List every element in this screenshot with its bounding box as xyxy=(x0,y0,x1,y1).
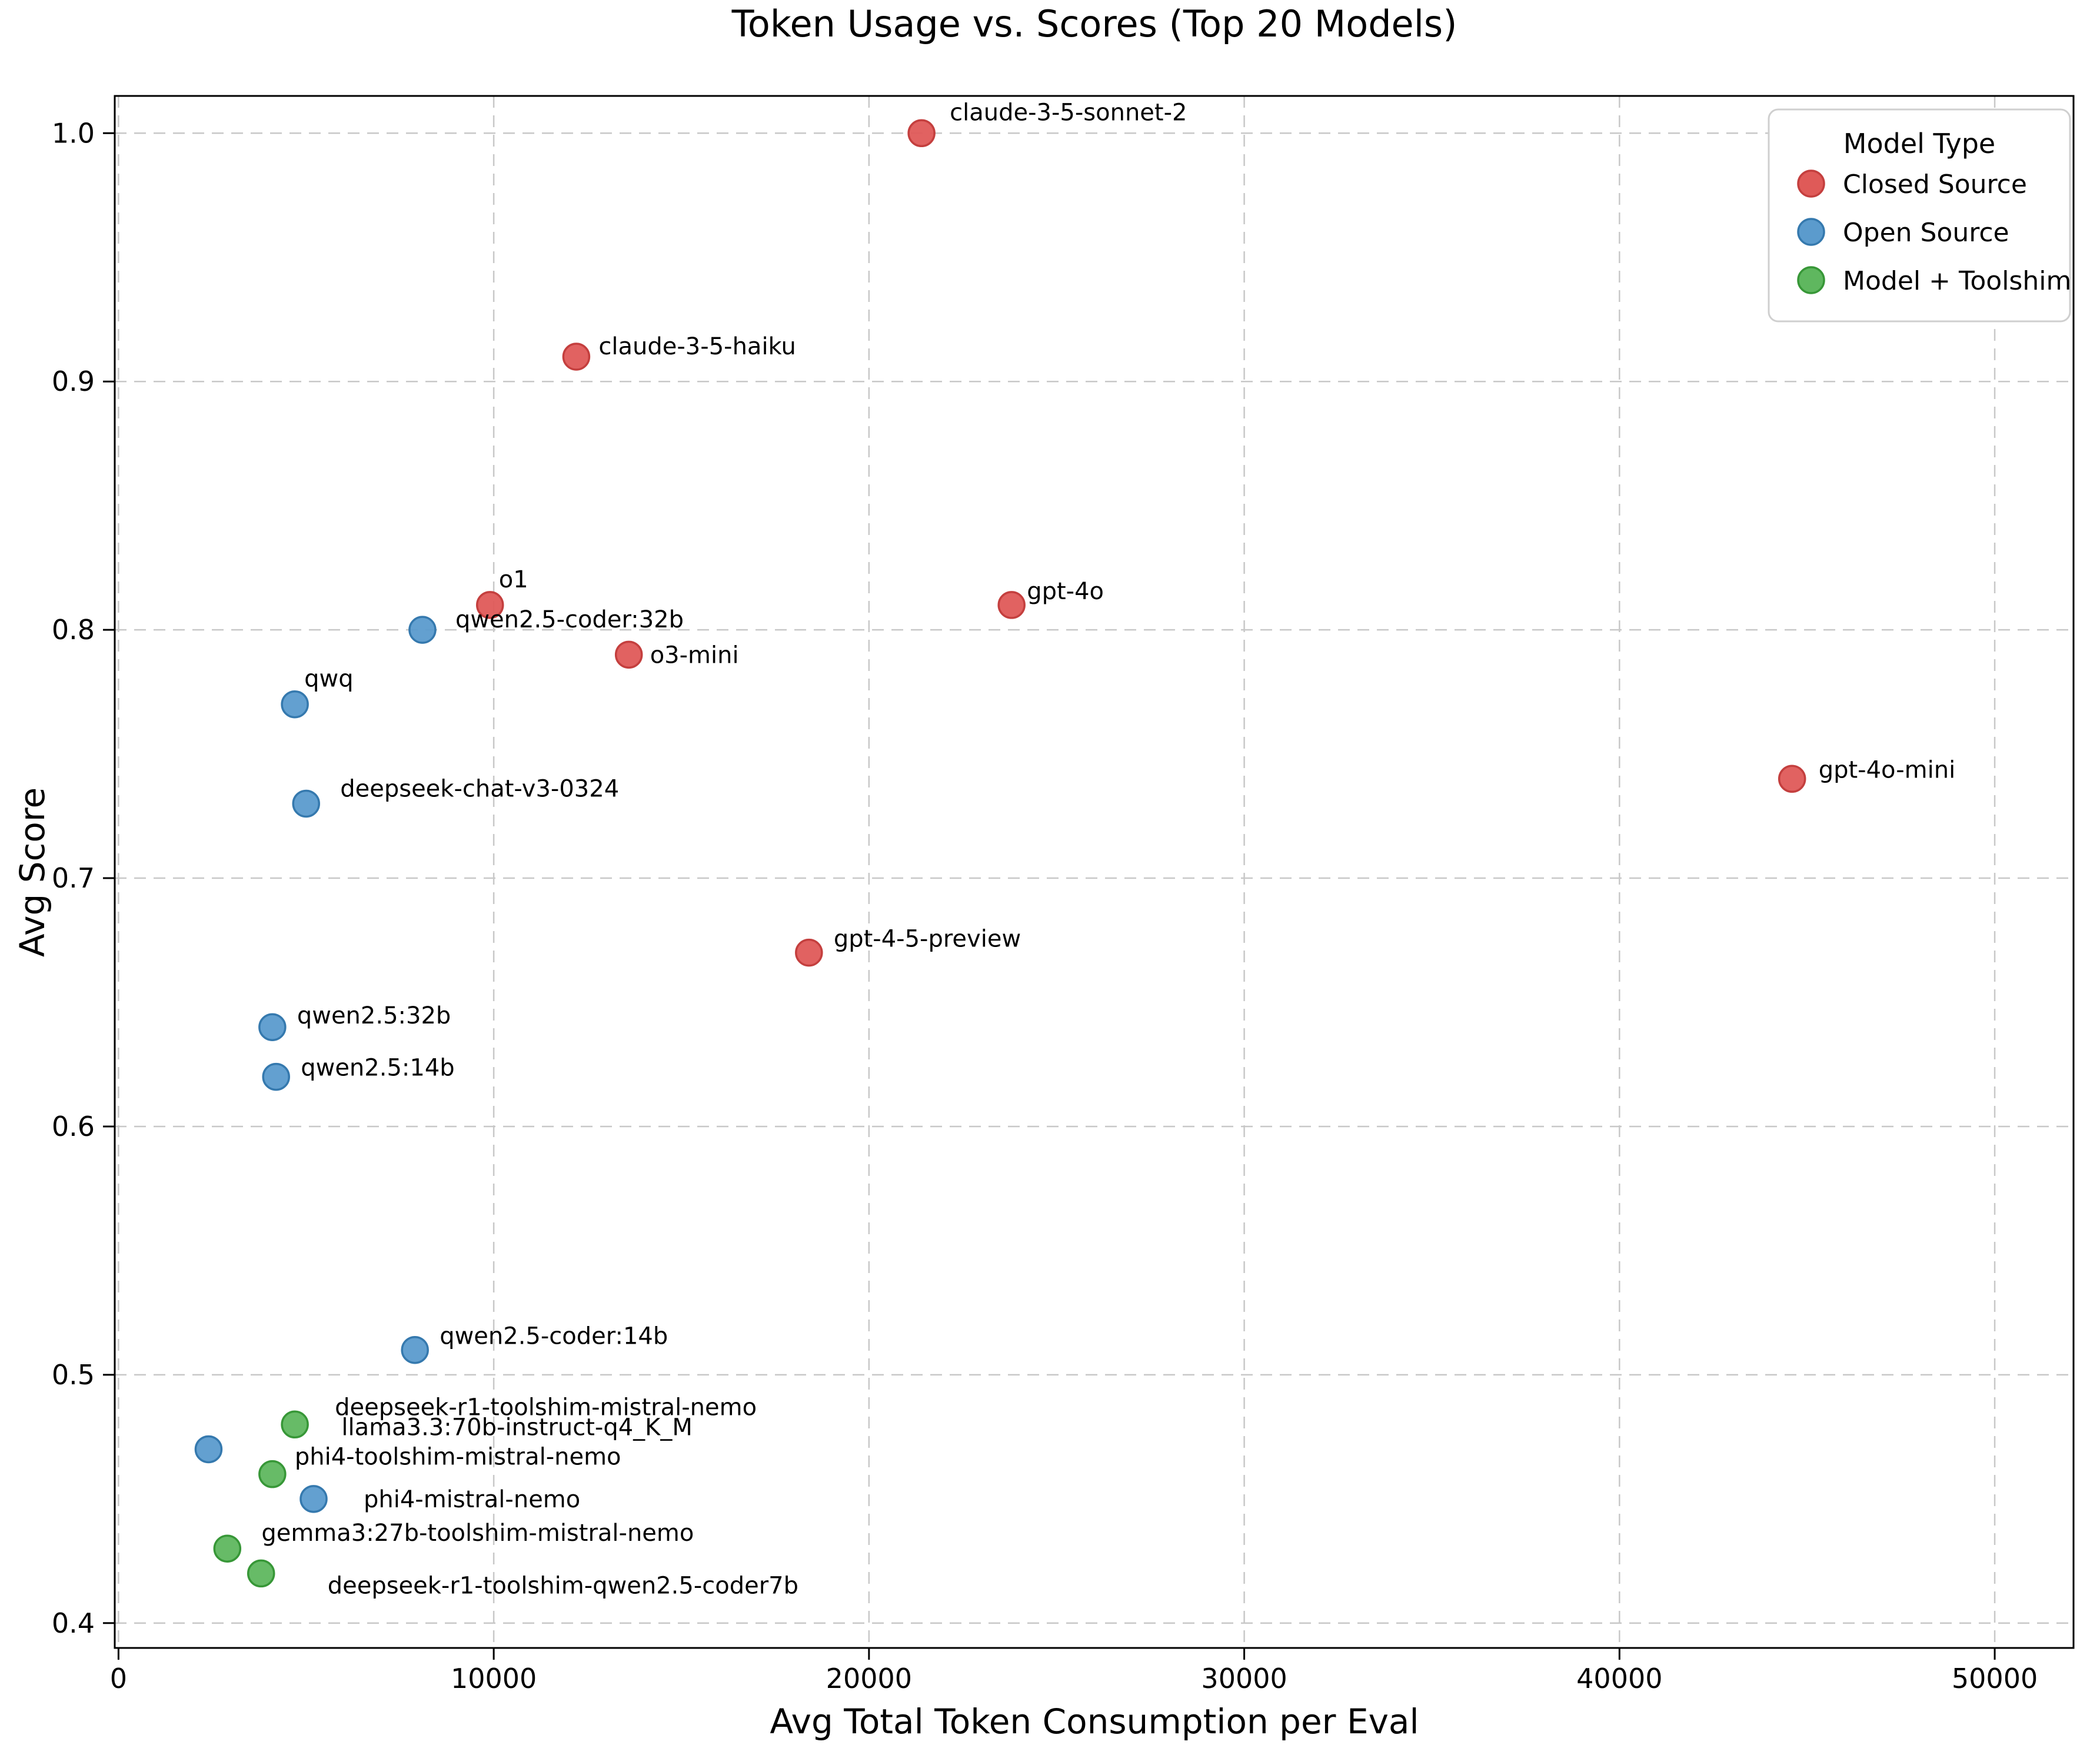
annotation-o1: o1 xyxy=(499,566,528,593)
point-o1 xyxy=(475,591,504,619)
annotation-phi4-mistral-nemo: phi4-mistral-nemo xyxy=(364,1486,580,1513)
point-layer xyxy=(194,119,2009,1588)
annotation-llama3-3-70b-instruct-q4-k-m: llama3.3:70b-instruct-q4_K_M xyxy=(341,1414,693,1441)
point-gpt-4o xyxy=(997,591,1026,619)
legend-marker-closed-source-icon xyxy=(1797,170,1825,198)
point-deepseek-r1-toolshim-qwen2-5-coder7b xyxy=(247,1559,275,1588)
legend-marker-model-toolshim-icon xyxy=(1797,266,1825,294)
annotation-gpt-4o-mini: gpt-4o-mini xyxy=(1819,756,1956,783)
legend-box xyxy=(1768,108,2071,323)
point-gemma3-27b-toolshim-mistral-nemo xyxy=(213,1534,242,1563)
point-qwen2-5-32b xyxy=(258,1013,287,1041)
point-llama3-3-70b-instruct-q4-k-m xyxy=(194,1435,223,1464)
point-deepseek-r1-toolshim-mistral-nemo xyxy=(281,1410,309,1439)
point-claude-3-5-haiku xyxy=(562,343,591,371)
annotation-deepseek-r1-toolshim-mistral-nemo: deepseek-r1-toolshim-mistral-nemo xyxy=(335,1394,757,1421)
x-tick-label-40000: 40000 xyxy=(1576,1663,1662,1694)
annotation-deepseek-chat-v3-0324: deepseek-chat-v3-0324 xyxy=(340,775,619,802)
x-tick-label-20000: 20000 xyxy=(826,1663,912,1694)
y-tick-label-1: 1.0 xyxy=(52,117,95,149)
grid-layer xyxy=(115,96,2074,1648)
legend-item-open-source: Open Source xyxy=(1843,218,2009,248)
point-gpt-4o-mini xyxy=(1778,765,1806,793)
annotation-gpt-4o: gpt-4o xyxy=(1027,578,1104,605)
point-claude-3-5-sonnet-2 xyxy=(907,119,936,148)
annotation-o3-mini: o3-mini xyxy=(650,642,739,669)
legend-title: Model Type xyxy=(1843,128,1995,159)
plot-frame xyxy=(114,95,2075,1649)
point-gpt-4-5-preview xyxy=(795,938,823,967)
annotation-qwen2-5-coder-14b: qwen2.5-coder:14b xyxy=(440,1323,668,1350)
tick-layer: 0 10000 20000 30000 40000 50000 0.4 0.5 0.6 0.7 0.… xyxy=(52,117,2038,1694)
annotation-qwen2-5-14b: qwen2.5:14b xyxy=(301,1055,454,1082)
annotation-gpt-4-5-preview: gpt-4-5-preview xyxy=(834,926,1021,953)
legend-item-closed-source: Closed Source xyxy=(1843,170,2027,200)
annotation-qwq: qwq xyxy=(304,666,354,693)
chart-title: Token Usage vs. Scores (Top 20 Models) xyxy=(731,2,1457,45)
y-tick-label-0.9: 0.9 xyxy=(52,365,95,397)
annotation-phi4-toolshim-mistral-nemo: phi4-toolshim-mistral-nemo xyxy=(295,1444,621,1471)
x-tick-label-30000: 30000 xyxy=(1201,1663,1287,1694)
point-qwen2-5-coder-32b xyxy=(408,616,437,644)
y-tick-label-0.4: 0.4 xyxy=(52,1607,95,1639)
point-qwq xyxy=(281,690,309,719)
y-tick-label-0.5: 0.5 xyxy=(52,1359,95,1391)
x-tick-label-50000: 50000 xyxy=(1952,1663,2038,1694)
annotation-claude-3-5-sonnet-2: claude-3-5-sonnet-2 xyxy=(950,99,1187,126)
y-tick-label-0.8: 0.8 xyxy=(52,614,95,646)
point-qwen2-5-14b xyxy=(262,1062,290,1091)
annotation-gemma3-27b-toolshim-mistral-nemo: gemma3:27b-toolshim-mistral-nemo xyxy=(261,1520,694,1547)
point-phi4-toolshim-mistral-nemo xyxy=(258,1460,287,1488)
point-phi4-mistral-nemo xyxy=(299,1485,328,1513)
point-qwen2-5-coder-14b xyxy=(401,1335,429,1364)
legend: Model Type Closed Source Open Source Mod… xyxy=(1768,108,2071,323)
legend-item-model-toolshim: Model + Toolshim xyxy=(1843,266,2071,296)
point-deepseek-chat-v3-0324 xyxy=(292,789,320,818)
annotation-claude-3-5-haiku: claude-3-5-haiku xyxy=(598,333,796,360)
annotation-qwen2-5-coder-32b: qwen2.5-coder:32b xyxy=(455,606,684,633)
legend-marker-open-source-icon xyxy=(1797,218,1825,246)
x-tick-label-10000: 10000 xyxy=(451,1663,537,1694)
y-tick-label-0.7: 0.7 xyxy=(52,862,95,894)
x-axis-label: Avg Total Token Consumption per Eval xyxy=(770,1702,1419,1742)
annotation-deepseek-r1-toolshim-qwen2-5-coder7b: deepseek-r1-toolshim-qwen2.5-coder7b xyxy=(328,1572,798,1599)
annotation-qwen2-5-32b: qwen2.5:32b xyxy=(297,1002,451,1029)
point-o3-mini xyxy=(614,640,643,669)
y-axis-label: Avg Score xyxy=(12,787,52,957)
x-tick-label-0: 0 xyxy=(110,1663,127,1694)
y-tick-label-0.6: 0.6 xyxy=(52,1111,95,1142)
